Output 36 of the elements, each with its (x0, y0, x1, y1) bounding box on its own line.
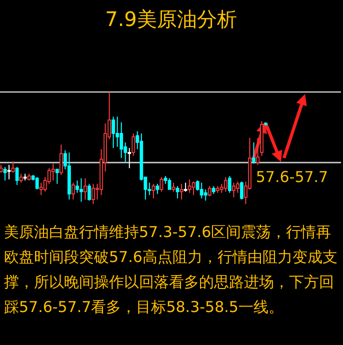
candlestick (188, 178, 192, 194)
candlestick (15, 166, 19, 186)
candlestick (59, 144, 63, 176)
candlestick (232, 182, 236, 198)
candlestick (224, 176, 228, 192)
candlestick (92, 183, 95, 204)
candlestick (7, 164, 11, 180)
candlestick (180, 183, 184, 200)
candlestick (200, 182, 204, 199)
candlestick (35, 176, 39, 190)
candlestick (132, 132, 136, 156)
candlestick (72, 182, 75, 200)
candlestick (11, 160, 15, 174)
candlestick (240, 181, 244, 200)
candlestick (156, 183, 160, 194)
candlestick (228, 176, 232, 194)
candlestick (204, 188, 208, 202)
candlestick (152, 183, 156, 199)
chart-title: 7.9美原油分析 (105, 7, 237, 31)
candlestick (112, 116, 116, 148)
candlestick (252, 142, 256, 164)
candlestick (80, 178, 83, 202)
annotation: 57.6-57.7 (256, 168, 328, 186)
candlestick (84, 178, 87, 200)
candlestick (39, 182, 43, 196)
candlestick (55, 168, 59, 184)
candlestick (208, 186, 212, 197)
candlestick (116, 116, 120, 148)
candlestick (160, 176, 164, 192)
candlestick (236, 181, 240, 194)
text: 美原油白盘行情维持57.3-57.6区间震荡，行情再欧盘时间段突破57.6高点阻力，行情由阻力变成支撑，所以晚间操作以回落看多的思路进场，下方回踩57.6-57.7看多，目标58.3-58.5一线。 (4, 222, 338, 318)
candlestick (168, 178, 172, 190)
candlestick (88, 183, 91, 202)
candlestick (128, 148, 132, 169)
candlestick (51, 163, 55, 181)
candlestick (192, 181, 196, 196)
